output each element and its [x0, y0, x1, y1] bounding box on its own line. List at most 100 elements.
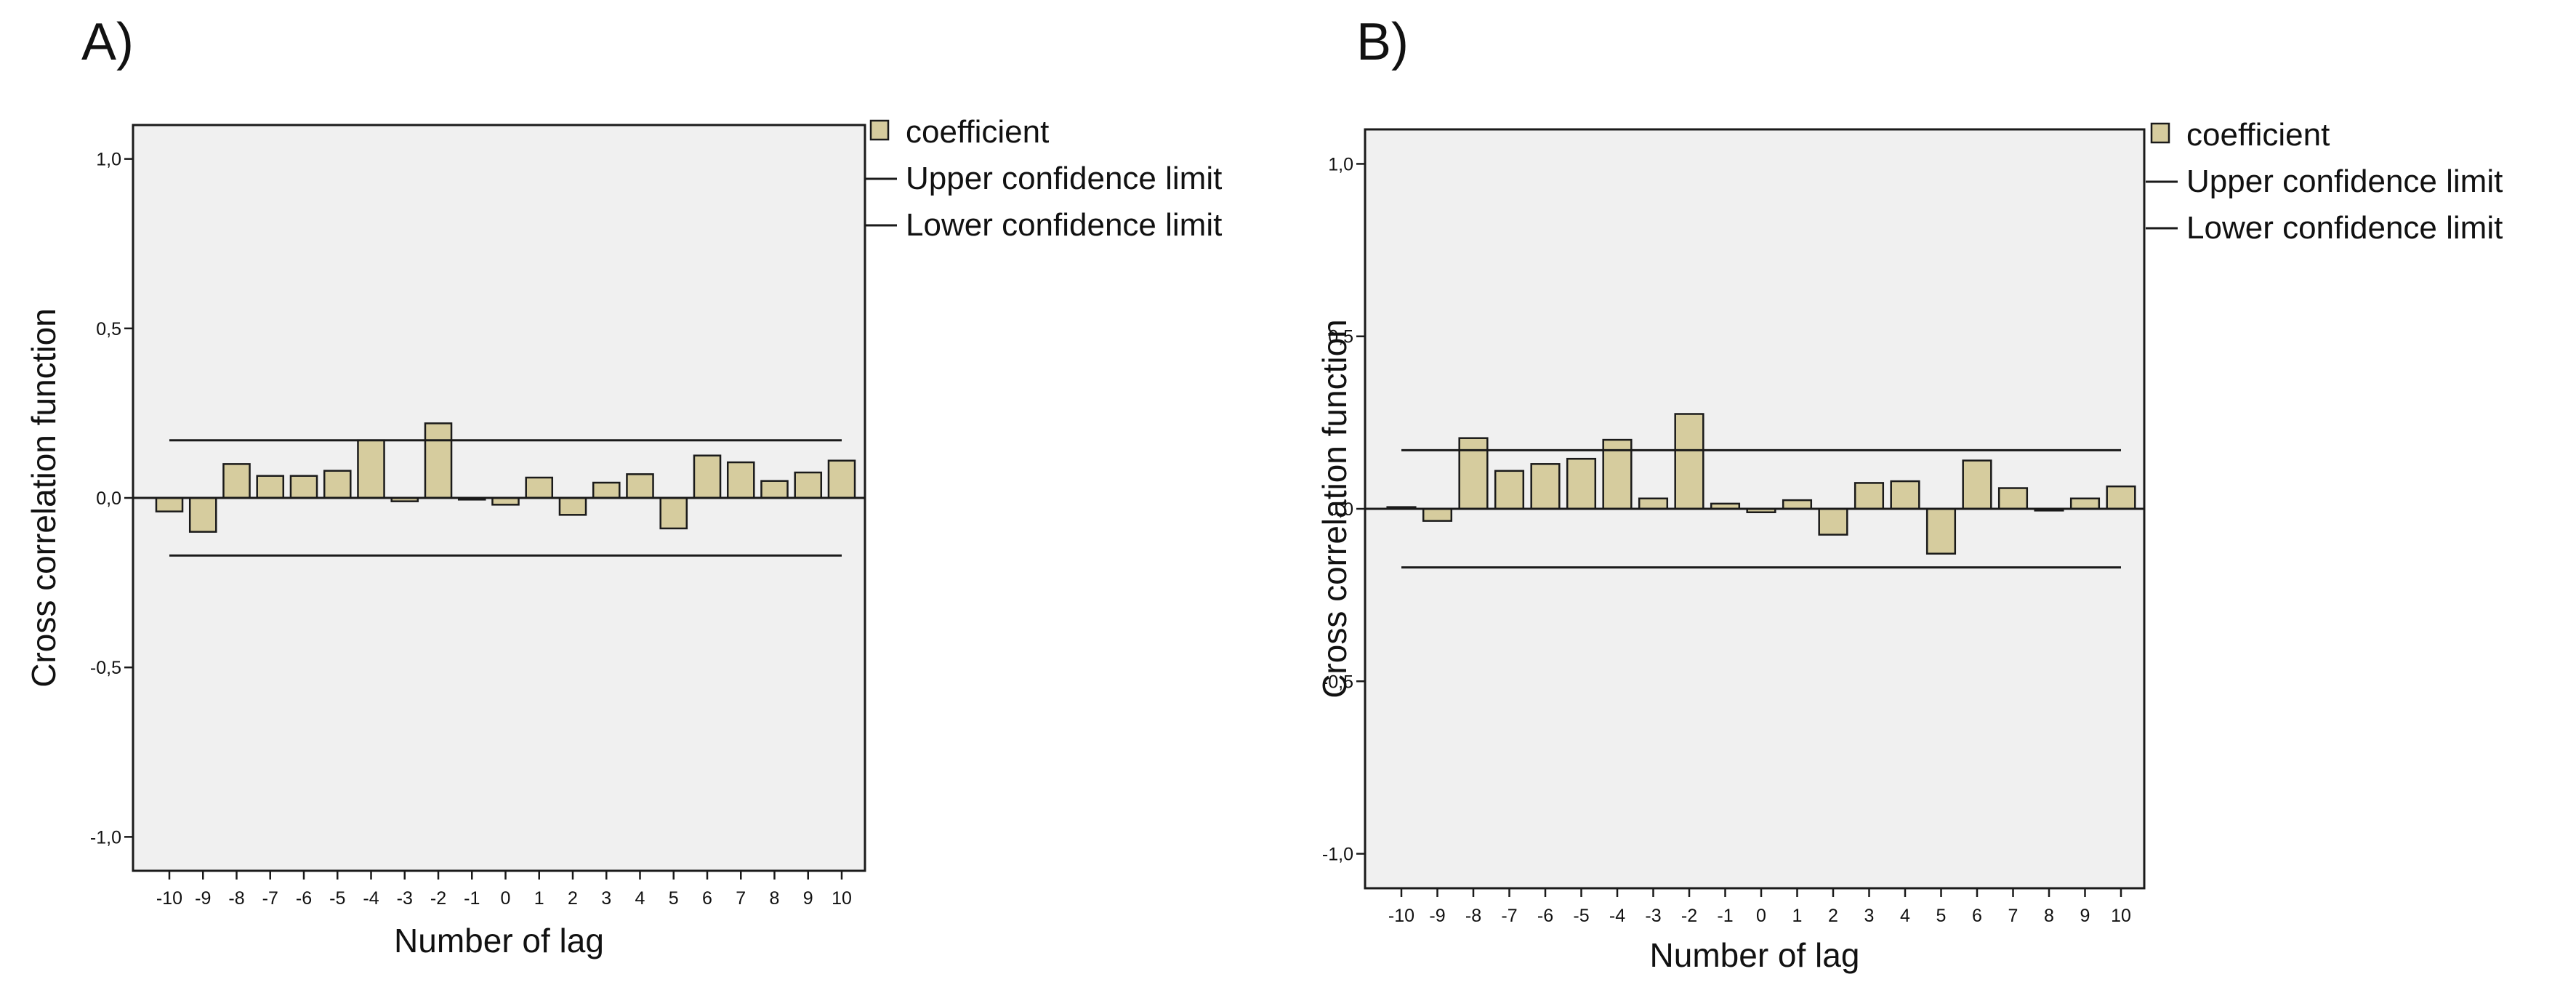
x-tick-label: 7 [2008, 906, 2018, 926]
legend-swatch-coefficient [2150, 122, 2170, 144]
coefficient-bar [1494, 470, 1525, 510]
x-tick-label: -5 [1573, 906, 1589, 926]
coefficient-bar [525, 476, 554, 499]
x-tick-label: 6 [702, 888, 712, 909]
coefficient-bar [323, 470, 352, 499]
x-tick-label: -8 [228, 888, 244, 909]
x-tick-label: 3 [601, 888, 611, 909]
x-tick-label: 1 [1792, 906, 1803, 926]
coefficient-bar [1674, 413, 1704, 510]
y-tick-label: 0,0 [1328, 499, 1353, 520]
x-tick-label: -4 [363, 888, 379, 909]
chart-panel-a: A)-1,0-0,50,00,51,0-10 -9 -8 -7 -6 -5 -4 -3 -2 -1… [25, 13, 1222, 959]
x-tick-label: -10 [156, 888, 182, 909]
x-axis-title: Number of lag [1650, 936, 1860, 974]
coefficient-bar [256, 475, 285, 499]
legend: coefficient Upper confidence limit Lower c… [2146, 117, 2503, 246]
legend-label: Upper confidence limit [2186, 164, 2503, 199]
coefficient-bar [592, 481, 621, 499]
legend-label: coefficient [906, 114, 1049, 150]
coefficient-bar [659, 496, 688, 530]
y-axis-title: Cross correlation function [1316, 319, 1353, 699]
panel-label: A) [81, 13, 134, 71]
x-tick-label: -6 [296, 888, 312, 909]
coefficient-bar [155, 496, 184, 512]
x-tick-label: 9 [803, 888, 813, 909]
x-tick-label: 2 [568, 888, 578, 909]
coefficient-bar [1890, 480, 1920, 510]
y-tick-label: 0,5 [1328, 327, 1353, 347]
x-tick-label: 4 [635, 888, 645, 909]
coefficient-bar [1566, 457, 1597, 510]
x-tick-label: 10 [2111, 906, 2131, 926]
legend-label: coefficient [2186, 117, 2330, 153]
x-tick-label: 8 [770, 888, 780, 909]
legend-label: Lower confidence limit [906, 207, 1222, 243]
x-tick-label: 3 [1864, 906, 1875, 926]
x-tick-label: -7 [1501, 906, 1517, 926]
coefficient-bar [726, 461, 755, 499]
coefficient-bar [424, 422, 453, 499]
y-tick-label: -1,0 [90, 827, 121, 848]
coefficient-bar [1925, 507, 1957, 555]
coefficient-bar [1962, 459, 1992, 510]
y-tick-label: 0,0 [96, 488, 121, 509]
coefficient-bar [1638, 497, 1669, 510]
y-tick-label: 1,0 [1328, 154, 1353, 174]
x-tick-label: 1 [534, 888, 544, 909]
coefficient-bar [2069, 497, 2101, 510]
coefficient-bar [188, 496, 217, 533]
chart-panel-b: B)-1,0-0,50,00,51,0-10 -9 -8 -7 -6 -5 -4 -3 -2 -1… [1316, 13, 2503, 974]
x-tick-label: -9 [1429, 906, 1445, 926]
x-tick-label: 0 [501, 888, 511, 909]
coefficient-bar [693, 454, 722, 499]
x-tick-label: 0 [1756, 906, 1766, 926]
coefficient-bar [827, 459, 856, 499]
coefficient-bar [2106, 485, 2136, 510]
x-tick-label: 2 [1828, 906, 1838, 926]
coefficient-bar [760, 480, 789, 499]
legend-label: Lower confidence limit [2186, 210, 2503, 246]
x-tick-label: 5 [1936, 906, 1947, 926]
x-tick-label: -3 [397, 888, 413, 909]
x-tick-label: -2 [430, 888, 446, 909]
coefficient-bar [1422, 507, 1453, 522]
coefficient-bar [1853, 482, 1885, 510]
coefficient-bar [1530, 463, 1561, 510]
x-tick-label: -9 [195, 888, 211, 909]
x-tick-label: -3 [1645, 906, 1661, 926]
x-tick-label: -1 [464, 888, 480, 909]
panel-label: B) [1356, 13, 1409, 71]
y-tick-label: -1,0 [1322, 845, 1353, 865]
coefficient-bar [357, 439, 385, 499]
x-tick-label: 7 [736, 888, 746, 909]
coefficient-bar [289, 475, 318, 499]
y-tick-label: -0,5 [1322, 672, 1353, 692]
coefficient-bar [558, 496, 587, 516]
x-axis-title: Number of lag [394, 922, 604, 959]
x-tick-label: -6 [1537, 906, 1553, 926]
x-tick-label: 8 [2044, 906, 2054, 926]
x-tick-label: -8 [1465, 906, 1481, 926]
legend-swatch-coefficient [869, 119, 890, 141]
x-tick-label: -5 [329, 888, 345, 909]
y-axis-title: Cross correlation function [25, 308, 63, 688]
coefficient-bar [794, 471, 823, 499]
y-tick-label: 1,0 [96, 150, 121, 170]
coefficient-bar [626, 473, 654, 499]
coefficient-bar [1997, 487, 2029, 510]
x-tick-label: -10 [1388, 906, 1414, 926]
coefficient-bar [1602, 438, 1633, 510]
coefficient-bar [1782, 499, 1813, 510]
coefficient-bar [1458, 437, 1489, 510]
x-tick-label: 9 [2080, 906, 2090, 926]
y-tick-label: 0,5 [96, 319, 121, 339]
x-tick-label: -1 [1717, 906, 1733, 926]
x-tick-label: 5 [669, 888, 679, 909]
x-tick-label: -2 [1681, 906, 1697, 926]
y-tick-label: -0,5 [90, 658, 121, 678]
coefficient-bar [222, 463, 251, 499]
x-tick-label: -7 [262, 888, 278, 909]
legend-label: Upper confidence limit [906, 161, 1222, 196]
